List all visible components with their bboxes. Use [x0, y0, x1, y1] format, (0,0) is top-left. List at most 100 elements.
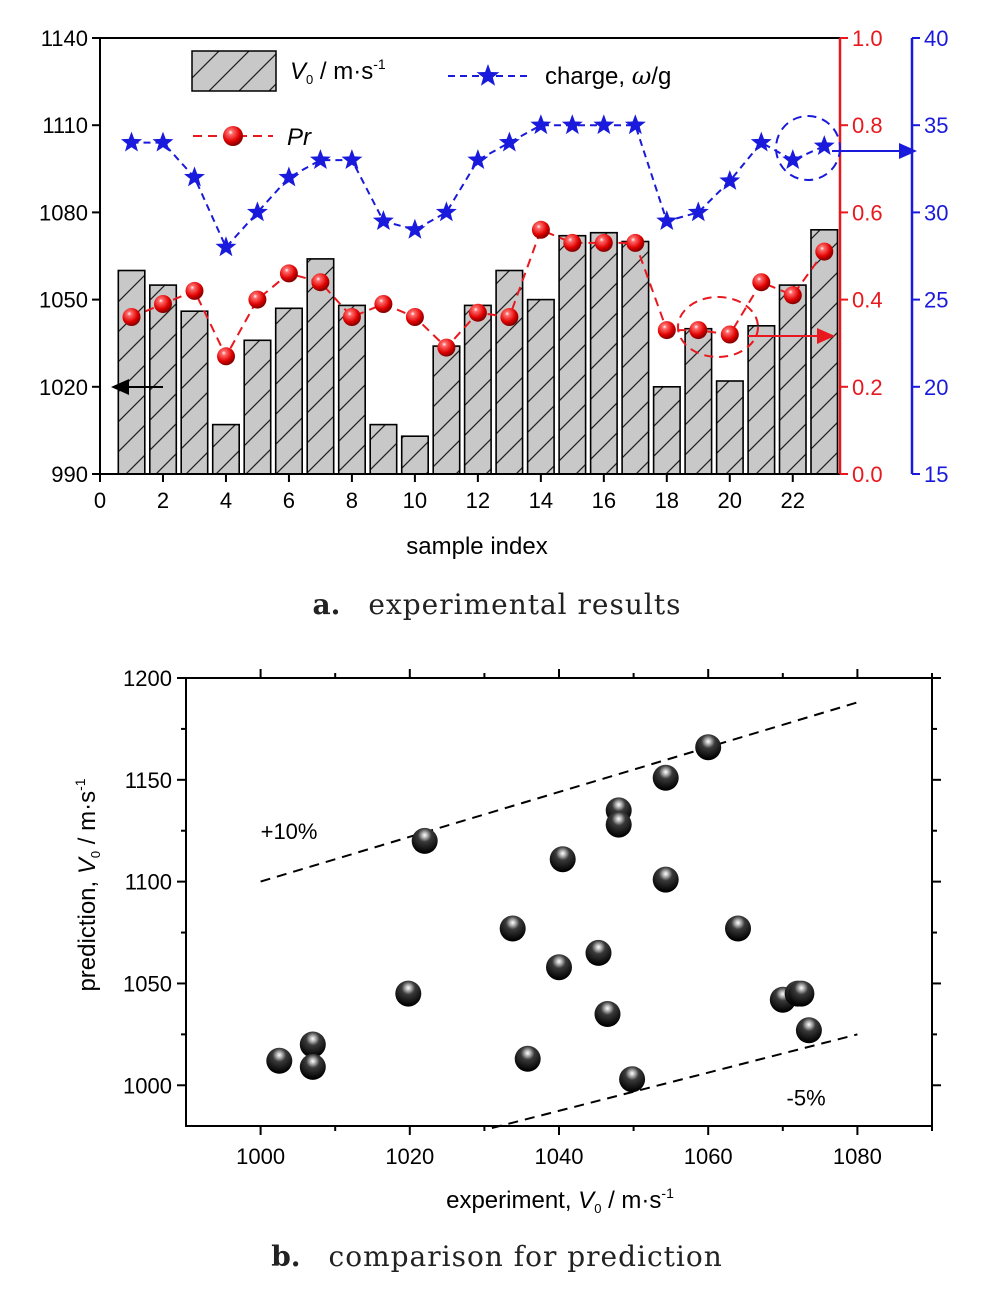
- red-tick-label: 1.0: [852, 26, 883, 51]
- red-tick-label: 0.8: [852, 113, 883, 138]
- scatter-points: [266, 734, 822, 1093]
- pr-point-14: [531, 220, 550, 239]
- pr-point-20: [720, 325, 739, 344]
- scatter-point-16: [652, 866, 679, 893]
- x-tick-label: 0: [94, 488, 106, 513]
- charge-series: [121, 114, 835, 257]
- pr-point-17: [626, 233, 645, 252]
- bar-sample-16: [589, 231, 618, 475]
- left-tick-label: 990: [51, 462, 88, 487]
- charge-star-12: [467, 149, 489, 169]
- x-tick-label: 4: [220, 488, 232, 513]
- legend-charge-star: [476, 64, 500, 86]
- blue-tick-label: 40: [924, 26, 948, 51]
- pr-point-19: [689, 321, 708, 340]
- bar-sample-9: [369, 423, 398, 475]
- charge-star-10: [404, 218, 426, 239]
- x-tick-label: 1000: [236, 1144, 285, 1169]
- bar-sample-23: [810, 229, 839, 475]
- x-tick-label: 8: [346, 488, 358, 513]
- y-tick-label: 1050: [123, 971, 172, 996]
- legend-pr-label: Pr: [287, 124, 312, 151]
- charge-star-7: [310, 149, 331, 169]
- charge-star-3: [184, 166, 205, 187]
- pr-point-5: [248, 290, 267, 309]
- pr-series: [122, 220, 834, 366]
- scatter-point-11: [594, 1001, 621, 1027]
- bar-sample-4: [211, 423, 240, 475]
- bar-sample-5: [243, 339, 272, 475]
- panel-a-xlabel: sample index: [406, 533, 547, 560]
- blue-tick-label: 20: [924, 375, 948, 400]
- panel-b-ylabel: prediction, V0 / m·s-1: [72, 778, 103, 991]
- panel-b-xlabel: experiment, V0 / m·s-1: [446, 1185, 674, 1216]
- bar-sample-22: [778, 284, 807, 475]
- scatter-point-6: [499, 915, 526, 942]
- charge-star-1: [121, 131, 142, 152]
- scatter-point-7: [514, 1045, 541, 1072]
- pr-point-11: [437, 338, 456, 357]
- pr-point-2: [154, 295, 172, 313]
- panel-b-axes: 1000 1020 1040 1060 1080 1000 1050 1100 1150 1200: [123, 666, 941, 1169]
- x-tick-label: 6: [283, 488, 295, 513]
- red-tick-label: 0.0: [852, 462, 883, 487]
- bar-sample-12: [463, 304, 492, 475]
- plus-10-label: +10%: [261, 819, 318, 844]
- pr-point-18: [657, 321, 676, 340]
- y-tick-label: 1150: [125, 768, 172, 793]
- caption-b: b. comparison for prediction: [271, 1240, 723, 1273]
- bar-sample-19: [684, 327, 713, 475]
- scatter-point-14: [619, 1066, 646, 1093]
- bar-sample-18: [652, 385, 681, 475]
- bar-sample-15: [558, 234, 587, 475]
- pr-point-16: [594, 233, 613, 252]
- scatter-point-8: [546, 954, 572, 981]
- panel-a-legend: V0 / m·s-1 charge, ω/g Pr: [191, 50, 671, 151]
- x-tick-label: 22: [781, 488, 805, 513]
- legend-pr-marker: [223, 126, 243, 146]
- left-tick-label: 1050: [39, 288, 88, 313]
- x-tick-label: 20: [718, 488, 742, 513]
- v0-bars: [117, 229, 839, 475]
- red-tick-label: 0.2: [852, 375, 883, 400]
- bar-sample-21: [747, 324, 776, 475]
- scatter-point-2: [299, 1031, 326, 1058]
- pr-point-10: [405, 308, 424, 326]
- scatter-point-1: [266, 1047, 293, 1074]
- x-tick-label: 1080: [833, 1144, 882, 1169]
- scatter-point-22: [795, 1017, 822, 1044]
- scatter-point-10: [585, 939, 612, 966]
- scatter-point-18: [725, 915, 751, 942]
- pr-point-4: [217, 347, 235, 366]
- scatter-point-15: [652, 764, 679, 791]
- caption-a: a. experimental results: [313, 588, 682, 621]
- x-tick-label: 16: [592, 488, 616, 513]
- scatter-point-21: [788, 980, 815, 1007]
- y-tick-label: 1000: [123, 1073, 172, 1098]
- scatter-point-13: [605, 811, 632, 838]
- charge-star-22: [782, 149, 804, 169]
- x-tick-label: 14: [529, 488, 553, 513]
- panel-a-axes: 0 2 4 6 8 10 12 14 16 18 20 22 990 1020 1050 1080 1110 11…: [39, 26, 948, 513]
- reference-line-plus-10: [260, 701, 858, 883]
- bar-sample-2: [149, 284, 178, 475]
- reference-line-minus-5: [491, 1033, 858, 1129]
- bar-sample-13: [495, 269, 524, 475]
- pr-point-7: [311, 273, 330, 292]
- pr-point-9: [374, 295, 393, 313]
- charge-star-13: [498, 131, 520, 152]
- x-tick-label: 10: [403, 488, 427, 513]
- pr-point-13: [500, 308, 519, 326]
- bar-sample-10: [400, 435, 430, 475]
- y-tick-label: 1200: [123, 666, 172, 691]
- bar-sample-11: [432, 345, 461, 475]
- bar-sample-6: [274, 307, 304, 475]
- left-tick-label: 1110: [42, 113, 88, 138]
- charge-star-15: [561, 114, 583, 135]
- x-tick-label: 2: [157, 488, 169, 513]
- reference-lines: +10% -5%: [260, 701, 858, 1129]
- charge-star-19: [687, 201, 709, 222]
- charge-star-18: [656, 210, 678, 230]
- pr-point-15: [563, 233, 582, 252]
